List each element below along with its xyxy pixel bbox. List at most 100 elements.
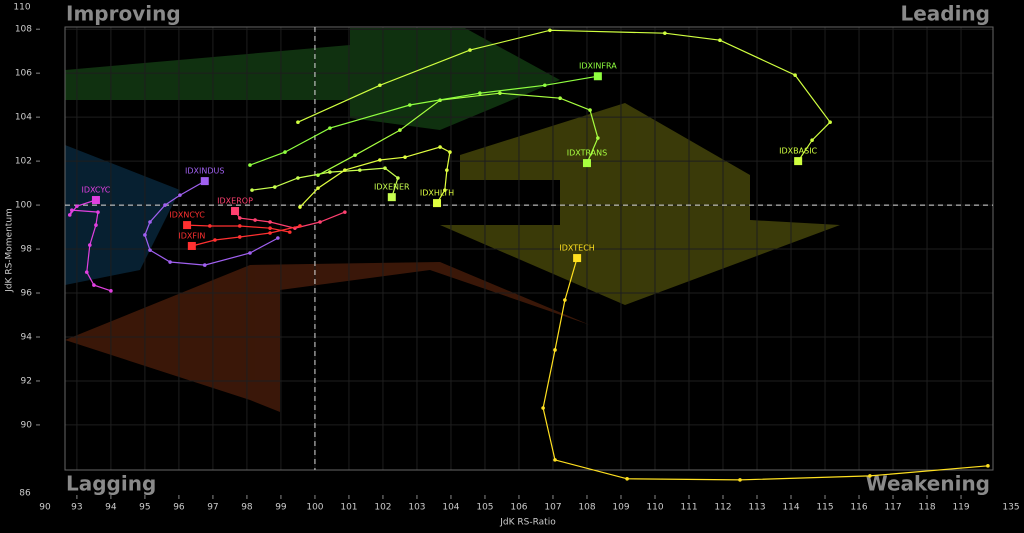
tail-point xyxy=(213,238,217,242)
x-tick-label: 107 xyxy=(544,503,561,513)
head-marker xyxy=(231,207,240,216)
tail-point xyxy=(828,120,832,124)
series-label: IDXTECH xyxy=(559,244,594,253)
quadrant-label: Weakening xyxy=(866,472,990,496)
x-tick-label: 115 xyxy=(816,503,833,513)
head-marker xyxy=(200,177,209,186)
x-tick-label: 93 xyxy=(71,503,82,513)
tail-point xyxy=(296,176,300,180)
tail-point xyxy=(316,186,320,190)
x-tick-label: 96 xyxy=(173,503,185,513)
tail-point xyxy=(96,210,100,214)
arrow-improving xyxy=(65,28,560,130)
tail-point xyxy=(268,231,272,235)
tail-point xyxy=(396,176,400,180)
y-tick-label: 94 xyxy=(21,332,33,342)
x-tick-label: 118 xyxy=(918,503,935,513)
series-label: IDXENER xyxy=(374,183,410,192)
x-tick-label: 95 xyxy=(139,503,150,513)
tail-point xyxy=(328,170,332,174)
x-tick-label: 100 xyxy=(306,503,323,513)
rotation-arrows xyxy=(65,28,840,412)
x-tick-label: 114 xyxy=(782,503,799,513)
tail-point xyxy=(268,226,272,230)
tail-point xyxy=(548,28,552,33)
x-tick-label: 117 xyxy=(884,503,901,513)
head-marker xyxy=(387,193,396,202)
x-tick-label: 119 xyxy=(952,503,969,513)
tail-point xyxy=(94,223,98,227)
x-tick-label: 94 xyxy=(105,503,117,513)
tail-point xyxy=(75,204,79,208)
x-tick-label: 111 xyxy=(680,503,697,513)
tail-point xyxy=(663,31,667,35)
arrow-weakening xyxy=(65,262,590,412)
tail-point xyxy=(563,298,567,302)
tail-point xyxy=(253,218,257,222)
tail-point xyxy=(109,289,113,293)
x-tick-label: 110 xyxy=(646,503,663,513)
quadrant-label: Leading xyxy=(900,2,990,26)
tail-point xyxy=(478,91,482,95)
tail-point xyxy=(443,188,447,192)
tail-point xyxy=(237,216,242,220)
series-label: IDXINDUS xyxy=(185,167,224,176)
x-break-label: 90 xyxy=(39,503,51,513)
tail-point xyxy=(378,83,382,88)
tail-point xyxy=(793,73,797,77)
tail-point xyxy=(553,458,557,462)
tail-point xyxy=(298,224,302,228)
quadrant-label: Improving xyxy=(66,2,181,26)
x-tick-label: 101 xyxy=(340,503,357,513)
x-tick-label: 108 xyxy=(578,503,595,513)
tail-point xyxy=(67,213,72,217)
tail-point xyxy=(84,270,89,274)
tail-point xyxy=(868,474,872,478)
tail-point xyxy=(378,158,382,162)
y-tick-label: 96 xyxy=(21,289,33,299)
tail-point xyxy=(468,48,472,52)
y-tick-label: 102 xyxy=(15,157,32,167)
tail-point xyxy=(298,205,302,209)
tail-point xyxy=(343,168,347,172)
tail-point xyxy=(448,150,452,154)
tail-line xyxy=(299,146,451,208)
head-marker xyxy=(91,196,100,205)
tail-point xyxy=(237,224,242,228)
series-label: IDXHLTH xyxy=(420,189,454,198)
tail-point xyxy=(208,224,212,228)
x-tick-label: 98 xyxy=(241,503,253,513)
y-tick-label: 90 xyxy=(21,420,33,430)
tail-point xyxy=(237,235,242,239)
tail-point xyxy=(92,283,96,287)
tail-point xyxy=(276,236,280,240)
tail-point xyxy=(273,185,277,189)
y-tick-label: 108 xyxy=(15,25,32,35)
x-tick-label: 112 xyxy=(714,503,731,513)
y-tick-label: 92 xyxy=(21,376,32,386)
tail-point xyxy=(596,136,600,140)
tail-point xyxy=(408,103,412,107)
series-label: IDXEROP xyxy=(217,197,253,206)
tail-point xyxy=(268,220,272,224)
tail-point xyxy=(543,83,547,88)
tail-point xyxy=(558,96,562,101)
tail-point xyxy=(250,188,254,192)
x-axis-title: JdK RS-Ratio xyxy=(499,518,556,528)
tail-point xyxy=(143,233,147,237)
tail-point xyxy=(343,210,347,214)
quadrant-label: Lagging xyxy=(66,472,156,496)
x-tick-label: 104 xyxy=(442,503,459,513)
x-tick-label: 102 xyxy=(374,503,391,513)
x-tick-label: 106 xyxy=(510,503,527,513)
grid xyxy=(65,27,993,470)
tail-point xyxy=(718,38,722,42)
tail-point xyxy=(383,166,387,170)
series-label: IDXCYC xyxy=(81,186,110,195)
tail-line xyxy=(297,29,831,162)
tail-point xyxy=(541,406,545,410)
tail-point xyxy=(148,248,152,252)
tail-point xyxy=(358,168,362,172)
x-tick-label: 105 xyxy=(476,503,493,513)
